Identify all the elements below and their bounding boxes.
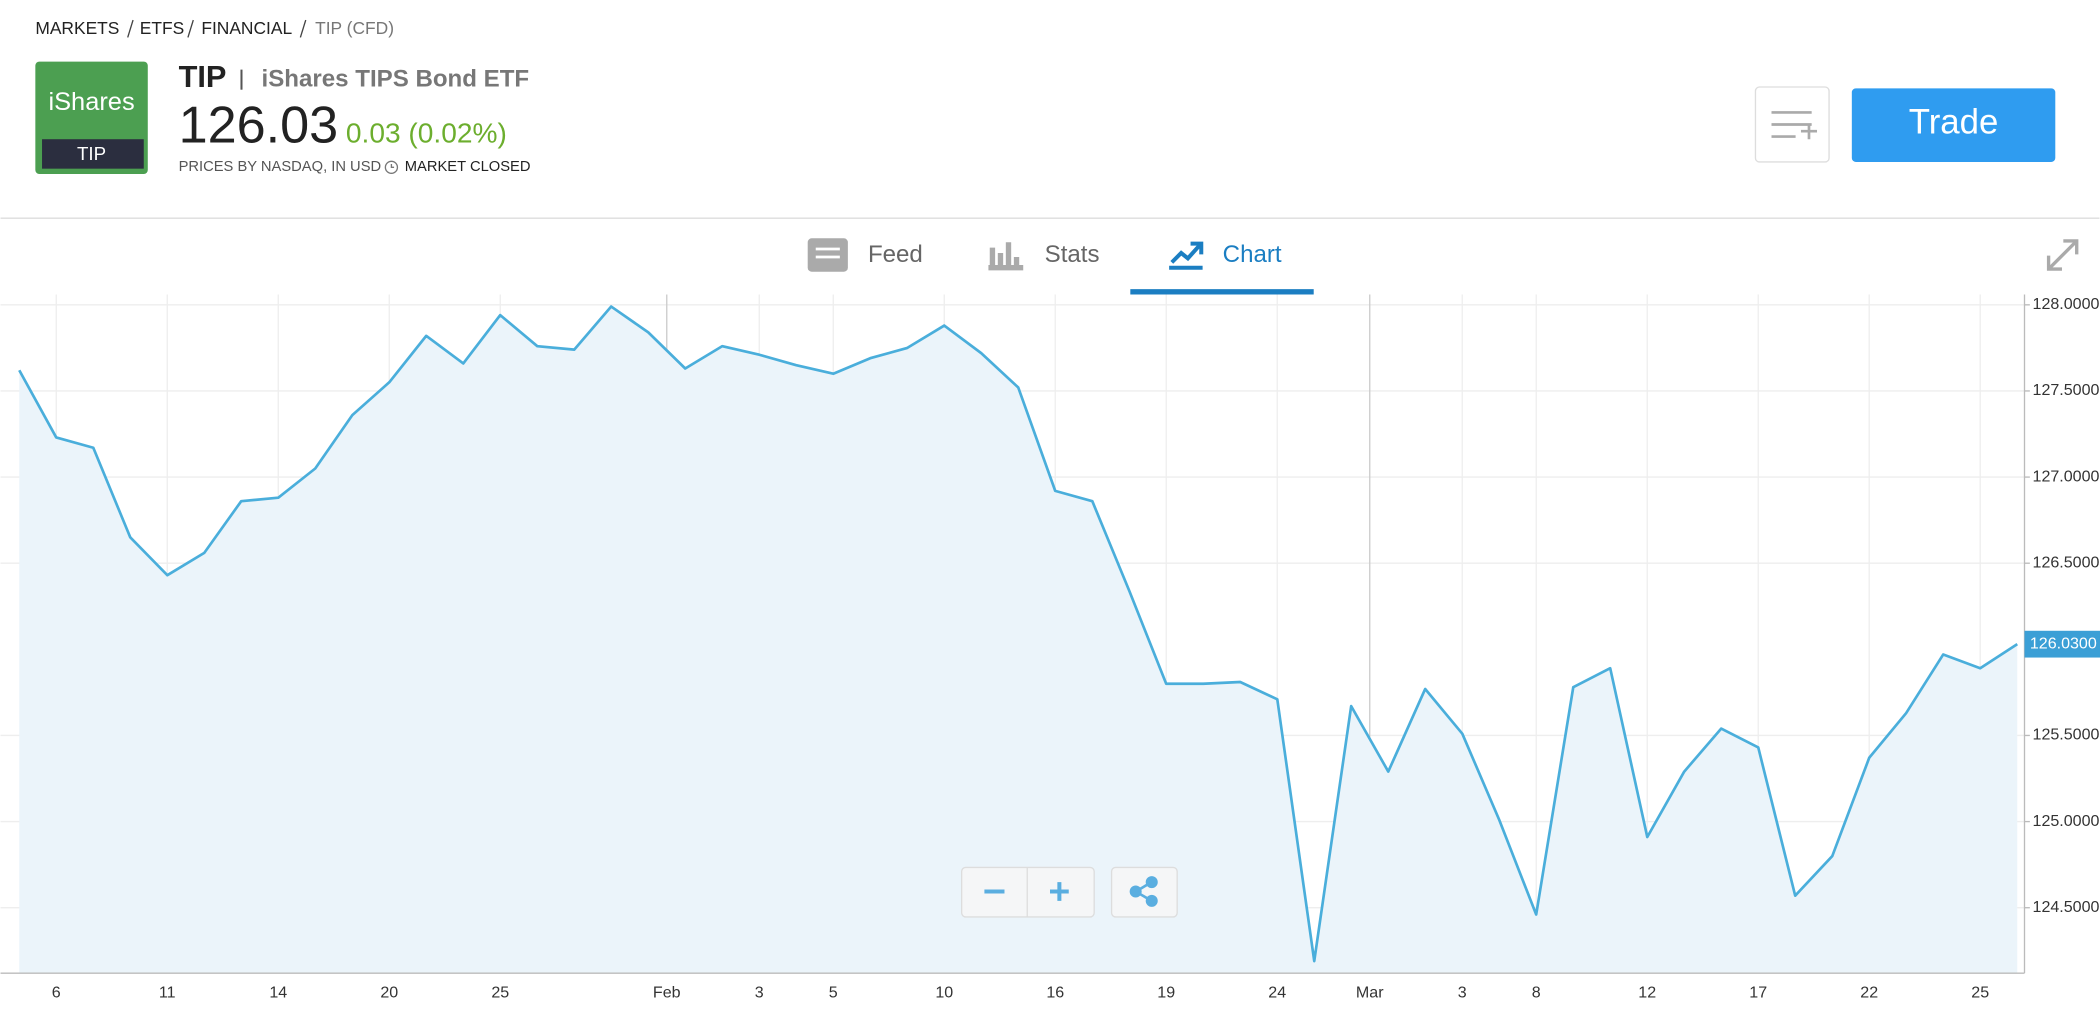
x-tick-label: 17 (1749, 983, 1767, 1001)
last-value-label: 126.0300 (2030, 634, 2097, 652)
x-tick-label: 6 (52, 983, 61, 1001)
x-tick-label: 24 (1268, 983, 1286, 1001)
x-tick-label: 16 (1046, 983, 1064, 1001)
separator (299, 19, 307, 38)
breadcrumb-link[interactable]: FINANCIAL (201, 18, 292, 38)
price-change: 0.03 (0.02%) (346, 118, 507, 149)
x-tick-label: 3 (1458, 983, 1467, 1001)
watchlist-icon (1771, 111, 1818, 140)
y-tick-label: 124.5000 (2033, 898, 2100, 916)
share-icon (1129, 876, 1158, 907)
zoom-in-button[interactable] (1050, 882, 1069, 901)
price-source: PRICES BY NASDAQ, IN USD (179, 159, 382, 175)
x-tick-label: 20 (380, 983, 398, 1001)
breadcrumb-link[interactable]: ETFS (140, 18, 184, 38)
logo-band (42, 139, 144, 169)
tab[interactable]: Feed (868, 241, 923, 268)
x-tick-label: 8 (1532, 983, 1541, 1001)
separator (127, 19, 134, 38)
price: 126.03 (179, 96, 339, 154)
stats-icon (988, 242, 1024, 271)
instrument-name: iShares TIPS Bond ETF (262, 66, 530, 93)
separator (187, 19, 194, 38)
market-status: MARKET CLOSED (405, 159, 531, 175)
clock-hands (390, 163, 395, 168)
feed-icon-lines (815, 247, 840, 259)
logo-ticker: TIP (77, 143, 106, 164)
tab[interactable]: Stats (1045, 241, 1100, 268)
x-tick-label: Feb (653, 983, 681, 1001)
trade-button[interactable] (1851, 88, 2056, 162)
breadcrumb-current: TIP (CFD) (315, 18, 394, 38)
logo-brand: iShares (48, 88, 134, 116)
x-tick-label: 14 (269, 983, 287, 1001)
x-tick-label: 5 (829, 983, 838, 1001)
breadcrumb-link[interactable]: MARKETS (35, 18, 119, 38)
x-tick-label: 25 (1971, 983, 1989, 1001)
feed-icon (807, 238, 848, 272)
x-tick-label: 19 (1157, 983, 1175, 1001)
fullscreen-button[interactable] (2046, 239, 2079, 271)
y-tick-label: 126.5000 (2033, 553, 2100, 571)
x-tick-label: 12 (1638, 983, 1656, 1001)
trade-button-label: Trade (1909, 103, 1999, 142)
x-tick-label: 25 (491, 983, 509, 1001)
x-tick-label: Mar (1356, 983, 1384, 1001)
y-tick-label: 125.0000 (2033, 812, 2100, 830)
area (19, 306, 2018, 974)
zoom-controls (960, 866, 1095, 918)
x-tick-label: 11 (159, 983, 176, 1001)
ticker: TIP (179, 59, 227, 94)
y-tick-label: 127.0000 (2033, 467, 2100, 485)
clock-icon (384, 160, 399, 175)
tab-active[interactable]: Chart (1223, 241, 1282, 268)
y-tick-label: 127.5000 (2033, 381, 2100, 399)
chart: 128.0000 127.5000 127.0000 126.5000 125.5000… (0, 294, 2100, 1001)
x-tick-label: 10 (935, 983, 953, 1001)
x-tick-label: 22 (1860, 983, 1878, 1001)
tab-indicator (1130, 289, 1314, 295)
share-button[interactable] (1110, 866, 1178, 918)
last-value-badge (2024, 630, 2100, 658)
chart-icon (1169, 241, 1204, 270)
x-tick-label: 3 (755, 983, 764, 1001)
line (18, 305, 2019, 963)
y-tick-label: 128.0000 (2033, 295, 2100, 313)
y-tick-label: 125.5000 (2033, 726, 2100, 744)
